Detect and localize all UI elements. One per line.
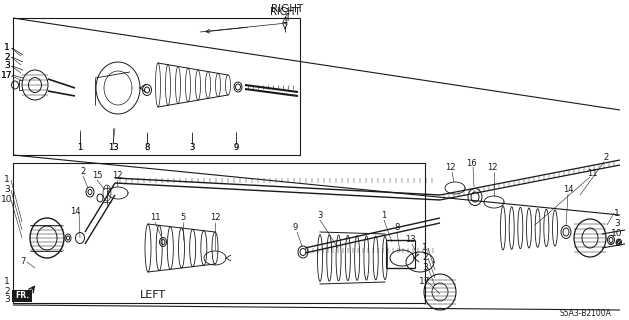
Text: 14: 14	[70, 207, 81, 217]
Text: 1: 1	[422, 244, 428, 252]
Text: 11: 11	[150, 213, 160, 222]
Text: 1: 1	[4, 277, 10, 286]
Text: 13: 13	[108, 143, 118, 153]
Text: S5A3-B2100A: S5A3-B2100A	[560, 309, 612, 318]
Text: 2: 2	[81, 167, 86, 177]
Text: 12: 12	[209, 213, 220, 222]
Text: 1: 1	[4, 175, 10, 185]
Text: 8: 8	[394, 223, 399, 233]
Bar	[12, 290, 32, 302]
Text: 12: 12	[487, 164, 498, 172]
Text: 3: 3	[4, 61, 10, 70]
Text: 14: 14	[563, 186, 573, 195]
Bar	[13, 18, 300, 155]
Text: 3: 3	[4, 61, 10, 70]
Text: 3: 3	[422, 263, 428, 273]
Text: 9: 9	[233, 143, 238, 153]
Text: 11: 11	[587, 169, 598, 178]
Text: 2: 2	[603, 154, 609, 163]
Text: 8: 8	[144, 143, 150, 153]
Text: 2: 2	[4, 52, 10, 61]
Text: 17: 17	[1, 71, 13, 81]
Text: 9: 9	[292, 223, 298, 233]
Text: 1: 1	[4, 44, 10, 52]
Text: 5: 5	[181, 213, 186, 222]
Text: 3: 3	[4, 295, 10, 305]
Text: 6: 6	[614, 238, 620, 247]
Text: 1: 1	[381, 212, 387, 220]
Text: 3: 3	[317, 212, 323, 220]
Text: 10: 10	[1, 196, 13, 204]
Text: 10: 10	[611, 228, 623, 237]
Text: 2: 2	[4, 52, 10, 61]
Text: RIGHT: RIGHT	[270, 7, 300, 17]
Text: 3: 3	[4, 186, 10, 195]
Text: 7: 7	[20, 258, 26, 267]
Text: 1: 1	[4, 44, 10, 52]
Text: 12: 12	[445, 164, 455, 172]
Text: 3: 3	[189, 143, 195, 153]
Text: 1: 1	[77, 143, 82, 153]
Text: 16: 16	[465, 158, 476, 167]
Text: 13: 13	[108, 143, 118, 153]
Text: FR.: FR.	[15, 292, 29, 300]
Text: RIGHT: RIGHT	[271, 4, 303, 14]
Text: 3: 3	[189, 143, 195, 153]
Text: 9: 9	[233, 143, 238, 153]
Text: 1: 1	[614, 209, 620, 218]
Text: 12: 12	[112, 171, 122, 180]
Text: 17: 17	[1, 70, 13, 79]
Text: LEFT: LEFT	[140, 290, 166, 300]
Text: 1: 1	[77, 143, 82, 153]
Text: 17: 17	[420, 277, 431, 286]
Text: 15: 15	[92, 171, 103, 180]
Text: 3: 3	[614, 219, 620, 228]
Text: 2: 2	[422, 253, 428, 262]
Text: 4: 4	[282, 17, 288, 27]
Text: 13: 13	[404, 236, 415, 244]
Text: 4: 4	[284, 13, 290, 23]
Text: 8: 8	[144, 143, 150, 153]
Text: 2: 2	[4, 286, 10, 295]
Bar	[13, 163, 425, 303]
